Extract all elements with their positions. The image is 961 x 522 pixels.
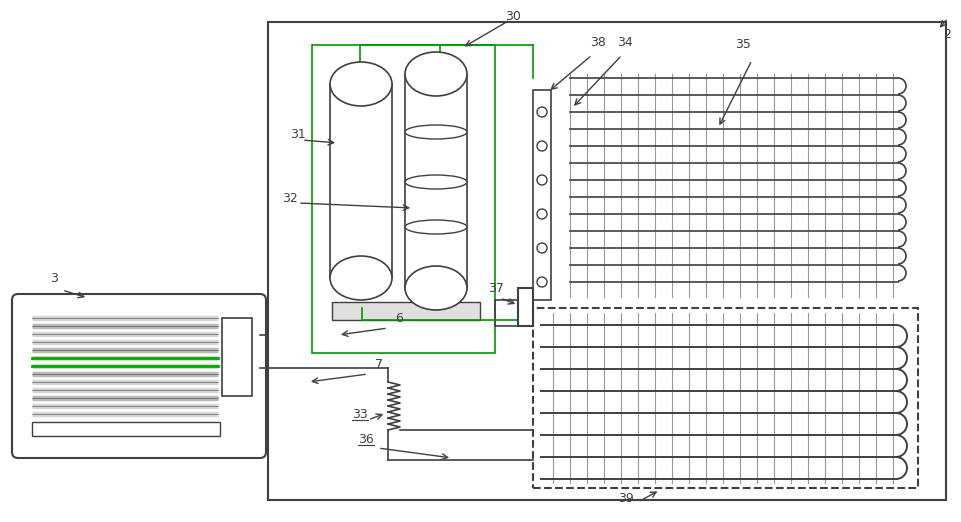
Text: 6: 6 <box>395 312 403 325</box>
Circle shape <box>537 243 547 253</box>
Ellipse shape <box>405 220 467 234</box>
Text: 32: 32 <box>282 192 298 205</box>
Text: 3: 3 <box>50 272 58 285</box>
Text: 34: 34 <box>617 36 632 49</box>
Circle shape <box>537 209 547 219</box>
Bar <box>518 288 533 326</box>
Ellipse shape <box>405 175 467 189</box>
Bar <box>330 84 392 278</box>
Text: 30: 30 <box>505 10 521 23</box>
Bar <box>268 22 946 500</box>
Text: 7: 7 <box>375 358 383 371</box>
Ellipse shape <box>330 62 392 106</box>
Ellipse shape <box>405 125 467 139</box>
Text: 36: 36 <box>358 433 374 446</box>
Bar <box>312 45 495 353</box>
Text: 2: 2 <box>943 28 950 41</box>
Ellipse shape <box>405 52 467 96</box>
Text: 39: 39 <box>618 492 633 505</box>
Bar <box>32 422 220 436</box>
Circle shape <box>537 141 547 151</box>
Text: 38: 38 <box>590 36 605 49</box>
Text: 33: 33 <box>352 408 368 421</box>
FancyBboxPatch shape <box>12 294 266 458</box>
Text: 35: 35 <box>735 38 751 51</box>
Text: 37: 37 <box>488 282 504 295</box>
Ellipse shape <box>330 256 392 300</box>
Bar <box>222 318 252 396</box>
Text: 31: 31 <box>290 128 306 141</box>
Circle shape <box>537 175 547 185</box>
Circle shape <box>537 277 547 287</box>
Bar <box>405 74 467 288</box>
Ellipse shape <box>405 266 467 310</box>
Circle shape <box>537 107 547 117</box>
Bar <box>533 308 918 488</box>
Bar <box>332 302 480 320</box>
Bar <box>533 90 551 300</box>
